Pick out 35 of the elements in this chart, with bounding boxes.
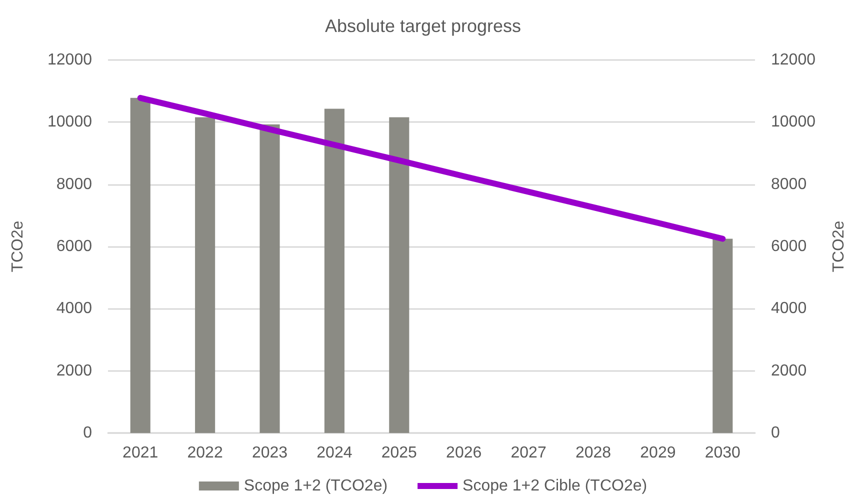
y2-tick-label: 2000 [771,362,807,380]
x-tick-label: 2026 [446,444,482,462]
x-tick-label: 2027 [510,444,546,462]
x-tick-label: 2028 [575,444,612,462]
y-tick-label: 0 [83,424,92,442]
bar [324,108,344,433]
y-tick-label: 8000 [56,176,92,193]
bar [195,117,216,433]
y-tick-label: 10000 [48,114,92,131]
y-tick-label: 6000 [56,238,92,255]
y-tick-label: 12000 [48,52,92,68]
y-axis-title: TCO2e [10,220,26,272]
y2-axis-title: TCO2e [830,220,846,272]
bar [130,98,150,433]
x-tick-label: 2030 [704,444,741,462]
y-tick-label: 4000 [56,300,92,318]
bar [712,238,733,433]
x-tick-label: 2021 [122,444,158,462]
y2-tick-label: 8000 [771,176,807,193]
y-tick-label: 2000 [56,362,92,380]
x-tick-label: 2025 [381,444,418,462]
x-tick-label: 2023 [252,444,288,462]
bar [389,117,410,433]
chart-title: Absolute target progress [324,16,522,36]
legend-label: Scope 1+2 Cible (TCO2e) [462,478,648,494]
y2-tick-label: 0 [771,424,780,442]
y2-tick-label: 10000 [771,114,816,131]
x-tick-label: 2029 [640,444,676,462]
y2-tick-label: 12000 [771,52,816,68]
y2-tick-label: 4000 [771,300,807,318]
x-tick-label: 2024 [316,444,352,462]
y2-tick-label: 6000 [771,238,807,255]
x-tick-label: 2022 [187,444,223,462]
legend-label: Scope 1+2 (TCO2e) [244,478,388,494]
bar [260,124,280,433]
